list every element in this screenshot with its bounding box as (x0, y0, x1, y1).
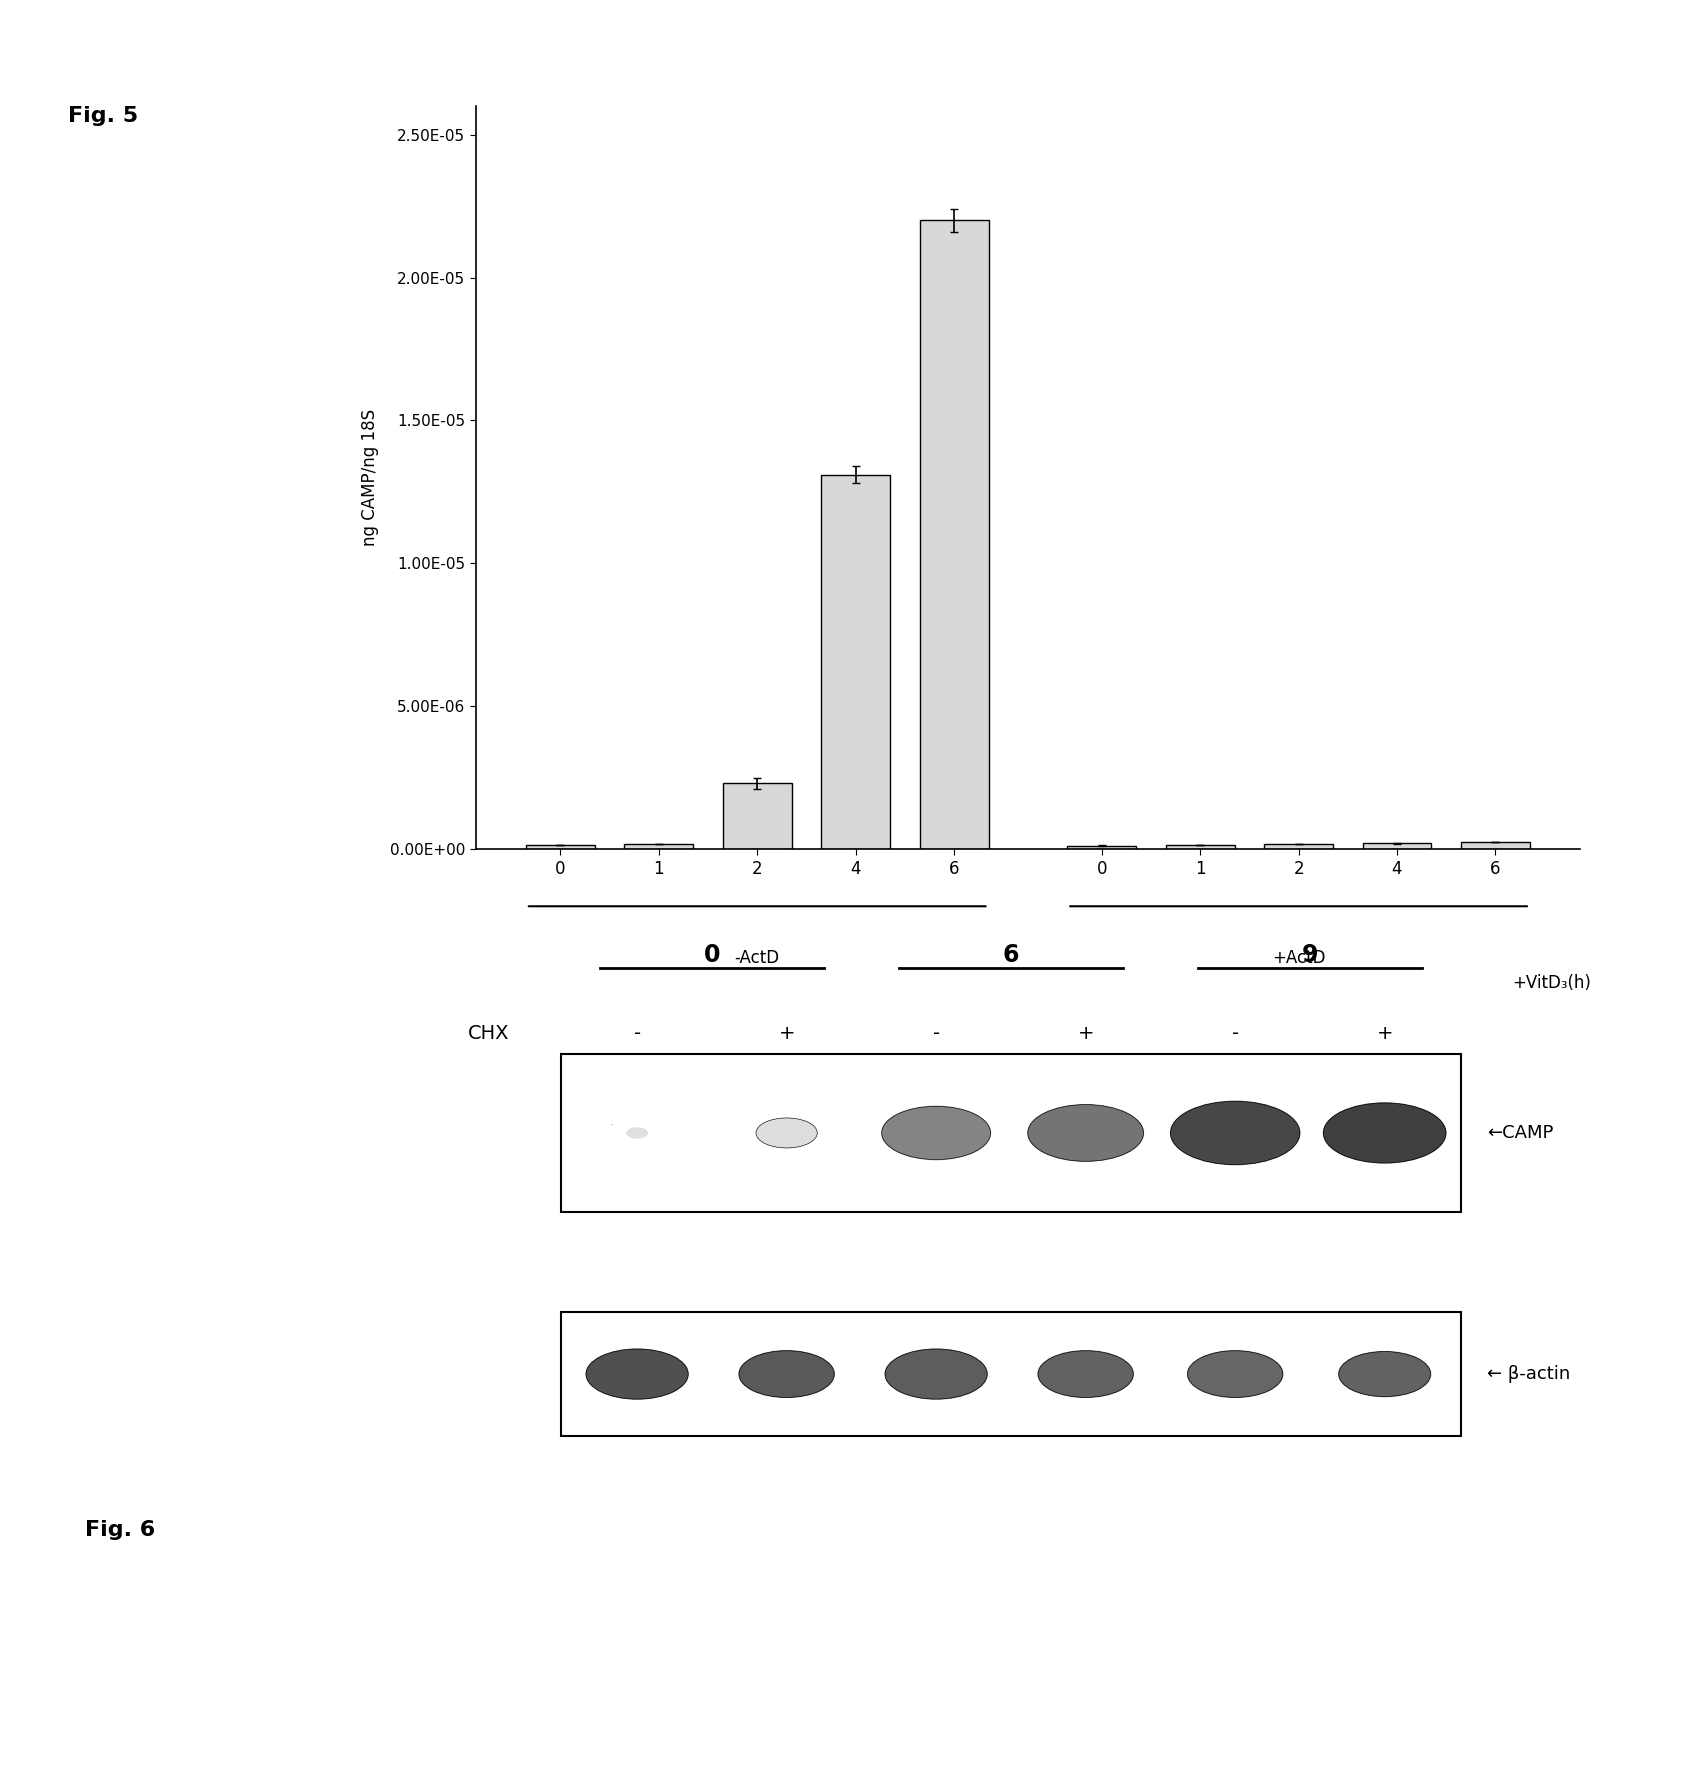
Bar (1460, 842, 1528, 849)
Bar (1165, 846, 1234, 849)
Circle shape (586, 1350, 688, 1399)
Bar (1066, 846, 1136, 849)
Circle shape (1187, 1352, 1282, 1398)
Bar (722, 784, 791, 849)
Circle shape (739, 1352, 834, 1398)
Text: 6: 6 (1002, 943, 1019, 966)
Circle shape (1170, 1102, 1299, 1164)
Bar (560, 1311, 1460, 1436)
Bar (820, 474, 890, 849)
Text: +ActD: +ActD (1272, 950, 1324, 968)
Text: +: + (1375, 1024, 1392, 1042)
Bar (1263, 844, 1333, 849)
Text: -ActD: -ActD (734, 950, 779, 968)
Text: -: - (932, 1024, 939, 1042)
Circle shape (627, 1129, 647, 1137)
Circle shape (1037, 1352, 1133, 1398)
Y-axis label: ng CAMP/ng 18S: ng CAMP/ng 18S (360, 409, 379, 547)
Bar (919, 221, 988, 849)
Text: -: - (633, 1024, 640, 1042)
Text: -: - (1231, 1024, 1238, 1042)
Circle shape (756, 1118, 817, 1148)
Text: Fig. 5: Fig. 5 (68, 106, 138, 126)
Circle shape (1027, 1104, 1143, 1160)
Text: CHX: CHX (469, 1024, 509, 1042)
Text: 9: 9 (1301, 943, 1318, 966)
Text: ← β-actin: ← β-actin (1486, 1366, 1569, 1383)
Bar (623, 844, 693, 849)
Text: +VitD₃(h): +VitD₃(h) (1511, 975, 1589, 992)
Text: Fig. 6: Fig. 6 (85, 1520, 155, 1539)
Text: 0: 0 (703, 943, 720, 966)
Text: ←CAMP: ←CAMP (1486, 1123, 1552, 1143)
Circle shape (881, 1106, 990, 1159)
Bar (526, 846, 594, 849)
Bar (560, 1054, 1460, 1212)
Circle shape (885, 1350, 987, 1399)
Text: +: + (778, 1024, 795, 1042)
Bar (1362, 844, 1431, 849)
Text: +: + (1077, 1024, 1094, 1042)
Text: ·: · (610, 1120, 613, 1130)
Circle shape (1338, 1352, 1430, 1396)
Circle shape (1323, 1104, 1445, 1162)
